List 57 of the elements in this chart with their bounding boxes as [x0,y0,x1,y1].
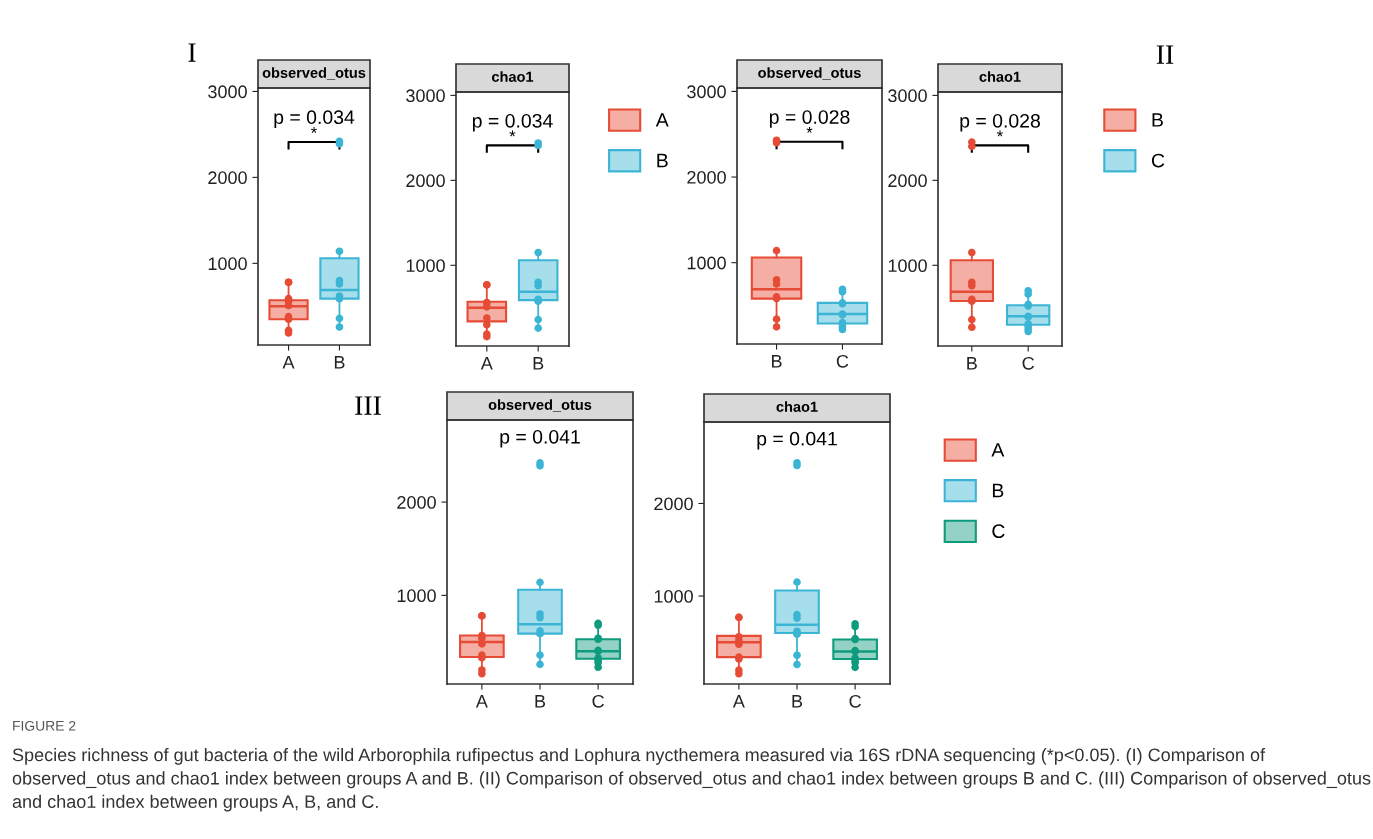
text: I [188,43,196,62]
chart-title: chao1 [979,71,1021,82]
x-tick-label: C [1022,356,1035,370]
x-tick-label: A [282,356,295,369]
y-tick-label: 1000 [654,589,693,603]
legend-label: C [992,524,1005,539]
y-tick-label: 2000 [687,170,726,184]
chart-title: observed_otus [758,67,861,80]
chart-title: chao1 [492,71,534,82]
legend-label: C [1151,153,1165,168]
annotation: * [509,130,516,137]
annotation: p = 0.034 [274,110,355,128]
y-tick-label: 2000 [397,496,436,509]
x-tick-label: B [967,357,977,370]
y-tick-label: 1000 [687,256,726,270]
y-tick-label: 1000 [888,259,927,273]
chart-title: observed_otus [488,399,592,412]
y-tick-label: 2000 [406,174,445,188]
chart-title: chao1 [776,401,818,412]
annotation: * [806,126,813,133]
y-tick-label: 2000 [654,497,693,511]
y-tick-label: 3000 [687,85,726,99]
legend-label: B [992,483,1004,498]
y-tick-label: 1000 [208,257,247,271]
legend-label: B [657,153,668,168]
legend-label: A [655,113,669,127]
x-tick-label: C [849,694,861,708]
y-tick-label: 3000 [406,89,445,103]
x-tick-label: B [792,695,803,708]
text: Species richness of gut bacteria of the wild Arborophila rufipectus and Lophura nycthemera measured via 16S rDNA sequencing (*p<0.05). (I) Comparison of observed_otus and chao1 index between groups A and B. (II) Comparison of observed_otus and chao1 index between groups B and C. (III) Comparison of observed_otus and chao1 index between groups A, B, and C. [12,748,1371,812]
annotation: p = 0.041 [757,431,837,450]
x-tick-label: A [732,695,745,708]
annotation: * [997,130,1003,137]
x-tick-label: C [836,354,849,368]
y-tick-label: 2000 [888,174,927,188]
text: III [355,396,381,415]
y-tick-label: 1000 [397,589,436,603]
text: II [1156,45,1174,64]
x-tick-label: B [772,355,782,368]
x-tick-label: B [533,357,544,370]
x-tick-label: A [480,357,493,370]
x-tick-label: A [475,695,488,708]
y-tick-label: 3000 [888,89,927,103]
caption: FIGURE 2 [13,720,76,731]
y-tick-label: 3000 [208,85,247,99]
y-tick-label: 2000 [208,171,247,185]
annotation: p = 0.034 [472,113,553,132]
annotation: p = 0.028 [769,110,850,128]
chart-title: observed_otus [262,67,366,80]
x-tick-label: C [592,694,604,708]
x-tick-label: B [334,356,345,369]
annotation: p = 0.041 [500,429,580,448]
y-tick-label: 1000 [406,259,445,273]
x-tick-label: B [535,695,546,708]
annotation: * [311,127,317,133]
legend-label: A [991,443,1005,457]
legend-label: B [1152,113,1163,127]
